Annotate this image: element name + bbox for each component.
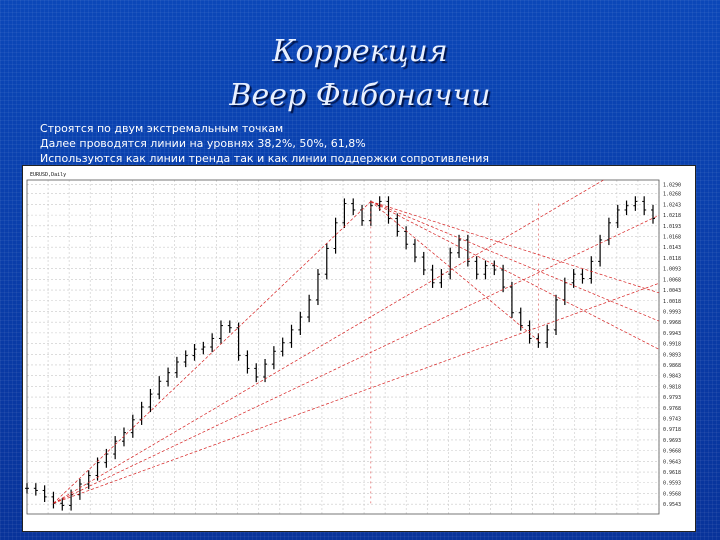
y-tick-label: 1.0268 xyxy=(663,192,681,198)
y-tick-label: 0.9918 xyxy=(663,342,681,348)
y-tick-label: 1.0218 xyxy=(663,213,681,219)
y-tick-label: 1.0068 xyxy=(663,277,681,283)
y-tick-label: 0.9643 xyxy=(663,459,681,465)
y-tick-label: 0.9943 xyxy=(663,331,681,337)
fan2-ray xyxy=(370,201,660,350)
fan1-ray xyxy=(53,215,660,504)
y-tick-label: 0.9993 xyxy=(663,309,681,315)
y-tick-label: 0.9693 xyxy=(663,438,681,444)
y-tick-label: 0.9743 xyxy=(663,417,681,423)
slide-title-line1: Коррекция xyxy=(272,34,448,69)
series-name-label: EURUSD,Daily xyxy=(30,172,66,178)
price-chart: 1.0290 1.0268 1.0243 1.0218 1.0193 1.0168 1.01… xyxy=(22,165,696,532)
y-tick-label: 1.0193 xyxy=(663,224,681,230)
y-tick-label: 0.9668 xyxy=(663,449,681,455)
y-tick-label: 0.9768 xyxy=(663,406,681,412)
slide-title-line2: Веер Фибоначчи xyxy=(229,78,491,113)
fan1-ray xyxy=(53,179,604,504)
y-tick-label: 0.9618 xyxy=(663,470,681,476)
slide-notes: Строятся по двум экстремальным точкам Да… xyxy=(40,121,489,166)
y-tick-label: 1.0118 xyxy=(663,256,681,262)
y-tick-label: 0.9818 xyxy=(663,384,681,390)
fan2-ray xyxy=(370,201,660,294)
y-tick-label: 0.9968 xyxy=(663,320,681,326)
fan2-ray xyxy=(370,201,660,322)
y-tick-label: 0.9843 xyxy=(663,374,681,380)
note-line-1: Строятся по двум экстремальным точкам xyxy=(40,122,284,135)
y-tick-label: 0.9893 xyxy=(663,352,681,358)
y-tick-label: 0.9593 xyxy=(663,481,681,487)
y-tick-label: 1.0168 xyxy=(663,235,681,241)
y-tick-label: 0.9868 xyxy=(663,363,681,369)
note-line-3: Используются как линии тренда так и как … xyxy=(40,152,489,165)
y-tick-label: 0.9718 xyxy=(663,427,681,433)
y-tick-label: 1.0093 xyxy=(663,267,681,273)
fan2-trend-line xyxy=(370,201,539,341)
y-tick-label: 1.0243 xyxy=(663,202,681,208)
fan1-trend-line xyxy=(53,201,372,504)
plot-border xyxy=(26,179,660,515)
y-tick-label: 1.0018 xyxy=(663,299,681,305)
chart-svg: 1.0290 1.0268 1.0243 1.0218 1.0193 1.0168 1.01… xyxy=(25,172,681,515)
fan1-ray xyxy=(53,282,660,504)
y-tick-label: 0.9568 xyxy=(663,491,681,497)
y-tick-label: 1.0043 xyxy=(663,288,681,294)
y-tick-label: 1.0290 xyxy=(663,182,681,188)
y-tick-label: 0.9793 xyxy=(663,395,681,401)
y-tick-label: 0.9543 xyxy=(663,502,681,508)
y-tick-label: 1.0143 xyxy=(663,245,681,251)
note-line-2: Далее проводятся линии на уровнях 38,2%,… xyxy=(40,137,366,150)
